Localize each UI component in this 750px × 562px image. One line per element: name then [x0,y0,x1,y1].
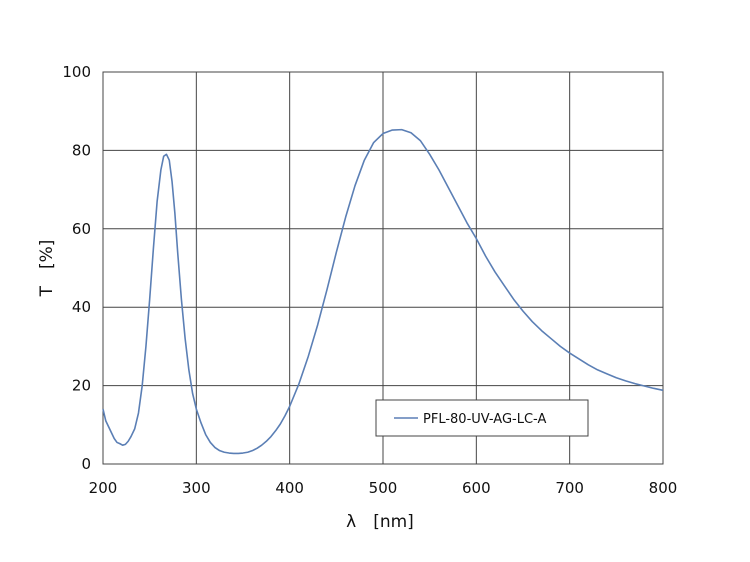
x-tick-label: 700 [555,479,584,497]
x-tick-label: 600 [462,479,491,497]
y-tick-labels: 0 20 40 60 80 100 [62,63,91,473]
x-tick-label: 500 [369,479,398,497]
y-tick-label: 40 [72,298,91,316]
x-tick-label: 300 [182,479,211,497]
y-tick-label: 0 [81,455,91,473]
y-tick-label: 80 [72,141,91,159]
x-tick-label: 200 [89,479,118,497]
y-axis-label: T [%] [37,240,57,298]
series-group [102,128,664,455]
plot-frame [102,71,664,465]
y-tick-label: 60 [72,220,91,238]
x-tick-label: 400 [275,479,304,497]
legend: PFL-80-UV-AG-LC-A [375,399,589,437]
x-axis-label: λ [nm] [346,512,414,532]
legend-label: PFL-80-UV-AG-LC-A [423,412,546,427]
y-tick-label: 100 [62,63,91,81]
y-tick-label: 20 [72,377,91,395]
x-tick-labels: 200 300 400 500 600 700 800 [89,479,678,497]
series-line [102,128,664,455]
x-tick-label: 800 [649,479,678,497]
